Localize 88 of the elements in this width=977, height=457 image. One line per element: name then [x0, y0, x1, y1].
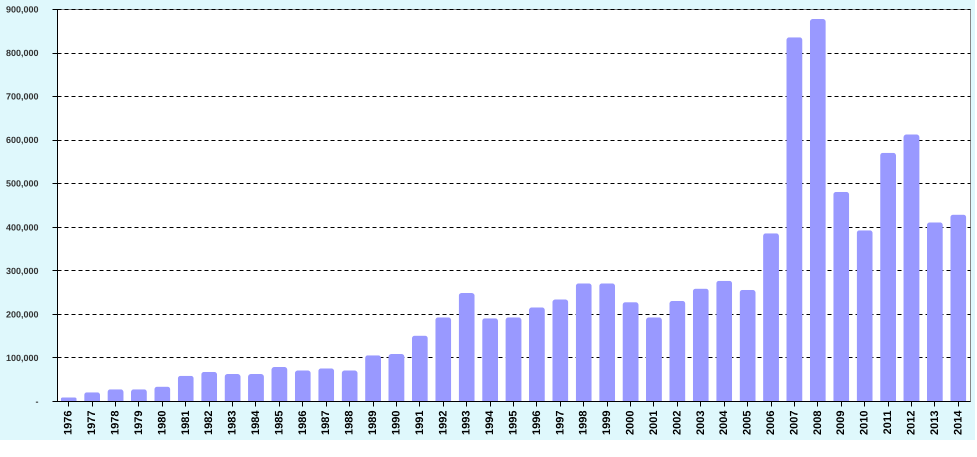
x-tick-label: 2005: [742, 410, 754, 435]
bar: [342, 370, 358, 401]
bar: [833, 192, 850, 401]
x-tick-label: 2011: [882, 410, 894, 434]
x-tick-label: 1977: [86, 410, 98, 435]
x-tick-label: 1984: [250, 410, 262, 435]
x-tick-label: 1996: [530, 410, 543, 435]
bar: [622, 302, 639, 401]
x-tick-label: 2007: [788, 410, 800, 435]
x-tick-label: 2004: [718, 410, 730, 435]
x-tick-label: 2000: [624, 410, 637, 435]
bar: [412, 336, 428, 401]
y-tick-label: 200,000: [6, 309, 38, 320]
x-tick-label: 1997: [554, 410, 566, 435]
x-tick-label: 2010: [858, 410, 871, 435]
x-tick-label: 2013: [928, 410, 941, 435]
x-tick-label: 1976: [62, 410, 75, 435]
bar: [388, 354, 404, 401]
x-tick-label: 2003: [694, 410, 707, 435]
y-tick-label: -: [36, 396, 38, 406]
x-tick-label: 2001: [648, 410, 660, 435]
x-tick-label: 1987: [320, 410, 332, 435]
bar: [740, 290, 756, 401]
x-tick-label: 1978: [110, 410, 122, 435]
bar: [130, 389, 147, 401]
x-tick-label: 1985: [273, 410, 286, 435]
x-tick-label: 1999: [601, 410, 614, 435]
bar: [810, 19, 826, 401]
x-tick-label: 1995: [508, 410, 520, 435]
y-tick-label: 500,000: [6, 178, 38, 189]
x-tick-label: 1980: [156, 410, 168, 435]
x-tick-label: 1990: [390, 410, 402, 435]
x-tick-label: 1994: [484, 410, 496, 435]
bar: [669, 300, 686, 401]
bar: [271, 367, 288, 401]
bar: [201, 372, 218, 401]
bar: [435, 317, 452, 401]
bar: [646, 317, 662, 401]
bar: [763, 233, 779, 401]
x-tick-label: 1992: [437, 410, 450, 435]
x-tick-label: 1993: [460, 410, 473, 435]
bar: [716, 280, 732, 401]
bar: [528, 307, 545, 401]
y-tick-label: 400,000: [6, 222, 38, 232]
y-tick-label: 800,000: [6, 48, 38, 58]
bar: [458, 292, 475, 401]
x-tick-label: 2008: [812, 410, 824, 435]
bar: [60, 398, 77, 401]
x-tick-label: 2002: [671, 410, 684, 435]
bar: [294, 370, 311, 401]
bar: [248, 374, 264, 401]
x-tick-label: 2014: [952, 410, 964, 435]
bar: [84, 392, 100, 401]
x-tick-label: 1998: [578, 410, 590, 435]
bar: [154, 386, 170, 401]
bar: [482, 318, 498, 401]
x-tick-label: 1983: [226, 410, 239, 435]
bar: [926, 222, 943, 401]
bar: [576, 283, 592, 401]
bar: [506, 317, 522, 401]
x-tick-label: 2012: [905, 410, 918, 435]
x-tick-label: 1986: [296, 410, 309, 435]
x-tick-label: 1979: [132, 410, 145, 435]
bar: [318, 368, 334, 401]
y-tick-label: 300,000: [6, 266, 38, 276]
bar: [880, 152, 896, 401]
y-tick-label: 600,000: [6, 135, 38, 146]
bar: [178, 376, 194, 401]
bar: [108, 389, 124, 401]
bar: [365, 355, 381, 401]
y-tick-label: 700,000: [6, 92, 38, 102]
bar: [692, 288, 709, 401]
y-tick-label: 900,000: [6, 4, 38, 14]
x-tick-label: 1989: [367, 410, 380, 435]
x-tick-label: 2006: [765, 410, 778, 435]
y-tick-label: 100,000: [6, 352, 38, 363]
bar: [552, 300, 568, 401]
x-tick-label: 1981: [180, 410, 192, 435]
bar: [904, 134, 920, 401]
bar: [950, 214, 966, 401]
x-tick-label: 1988: [344, 410, 356, 435]
x-tick-label: 2009: [835, 410, 848, 435]
x-tick-label: 1982: [203, 410, 216, 435]
bar: [856, 230, 873, 401]
x-tick-label: 1991: [414, 410, 426, 435]
bar: [599, 283, 616, 401]
bar: [786, 37, 802, 401]
bar: [224, 374, 241, 401]
